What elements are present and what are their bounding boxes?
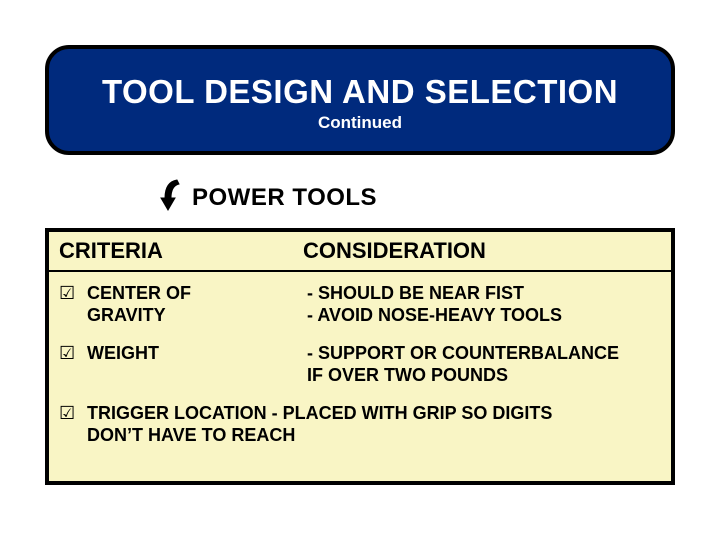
header-criteria: CRITERIA <box>59 238 303 264</box>
checkmark-icon: ☑ <box>59 342 87 364</box>
title-main: TOOL DESIGN AND SELECTION <box>102 73 618 111</box>
checkmark-icon: ☑ <box>59 402 87 424</box>
consideration-cell: - SUPPORT OR COUNTERBALANCE IF OVER TWO … <box>307 342 661 386</box>
criteria-table: CRITERIA CONSIDERATION ☑ CENTER OF GRAVI… <box>45 228 675 485</box>
table-body: ☑ CENTER OF GRAVITY - SHOULD BE NEAR FIS… <box>49 272 671 446</box>
checkmark-icon: ☑ <box>59 282 87 304</box>
criteria-cell: WEIGHT <box>87 342 307 364</box>
full-row-cell: TRIGGER LOCATION - PLACED WITH GRIP SO D… <box>87 402 661 446</box>
header-consideration: CONSIDERATION <box>303 238 486 264</box>
consideration-cell: - SHOULD BE NEAR FIST - AVOID NOSE-HEAVY… <box>307 282 661 326</box>
criteria-cell: CENTER OF GRAVITY <box>87 282 307 326</box>
table-header-row: CRITERIA CONSIDERATION <box>49 232 671 272</box>
table-row: ☑ CENTER OF GRAVITY - SHOULD BE NEAR FIS… <box>59 282 661 326</box>
title-sub: Continued <box>318 113 402 133</box>
section-heading: POWER TOOLS <box>192 184 377 212</box>
title-box: TOOL DESIGN AND SELECTION Continued <box>45 45 675 155</box>
curved-arrow-icon <box>157 178 185 214</box>
table-row: ☑ TRIGGER LOCATION - PLACED WITH GRIP SO… <box>59 402 661 446</box>
table-row: ☑ WEIGHT - SUPPORT OR COUNTERBALANCE IF … <box>59 342 661 386</box>
